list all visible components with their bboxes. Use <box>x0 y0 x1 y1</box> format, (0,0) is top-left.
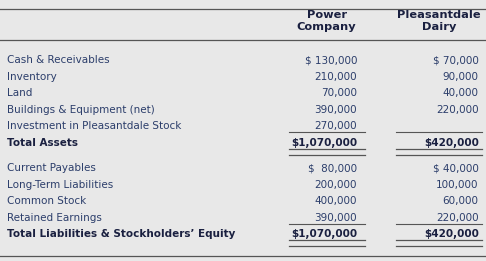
Text: $ 40,000: $ 40,000 <box>433 163 479 173</box>
Text: 40,000: 40,000 <box>443 88 479 98</box>
Text: Buildings & Equipment (net): Buildings & Equipment (net) <box>7 105 155 115</box>
Text: Current Payables: Current Payables <box>7 163 96 173</box>
Text: Pleasantdale
Dairy: Pleasantdale Dairy <box>397 10 481 32</box>
Text: $ 130,000: $ 130,000 <box>305 55 357 66</box>
Text: $420,000: $420,000 <box>424 229 479 239</box>
Text: 70,000: 70,000 <box>321 88 357 98</box>
Text: 90,000: 90,000 <box>443 72 479 82</box>
Text: Total Liabilities & Stockholders’ Equity: Total Liabilities & Stockholders’ Equity <box>7 229 236 239</box>
Text: 220,000: 220,000 <box>436 212 479 223</box>
Text: Land: Land <box>7 88 33 98</box>
Text: 100,000: 100,000 <box>436 180 479 190</box>
Text: 220,000: 220,000 <box>436 105 479 115</box>
Text: $420,000: $420,000 <box>424 138 479 148</box>
Text: 390,000: 390,000 <box>314 105 357 115</box>
Text: Total Assets: Total Assets <box>7 138 78 148</box>
Text: Long-Term Liabilities: Long-Term Liabilities <box>7 180 114 190</box>
Text: 390,000: 390,000 <box>314 212 357 223</box>
Text: $1,070,000: $1,070,000 <box>291 229 357 239</box>
Text: Power
Company: Power Company <box>297 10 356 32</box>
Text: Common Stock: Common Stock <box>7 196 87 206</box>
Text: 60,000: 60,000 <box>443 196 479 206</box>
Text: Retained Earnings: Retained Earnings <box>7 212 102 223</box>
Text: Cash & Receivables: Cash & Receivables <box>7 55 110 66</box>
Text: 210,000: 210,000 <box>314 72 357 82</box>
Text: 200,000: 200,000 <box>315 180 357 190</box>
Text: 400,000: 400,000 <box>315 196 357 206</box>
Text: $ 70,000: $ 70,000 <box>433 55 479 66</box>
Text: Inventory: Inventory <box>7 72 57 82</box>
Text: Investment in Pleasantdale Stock: Investment in Pleasantdale Stock <box>7 121 182 131</box>
Text: 270,000: 270,000 <box>314 121 357 131</box>
Text: $  80,000: $ 80,000 <box>308 163 357 173</box>
Text: $1,070,000: $1,070,000 <box>291 138 357 148</box>
